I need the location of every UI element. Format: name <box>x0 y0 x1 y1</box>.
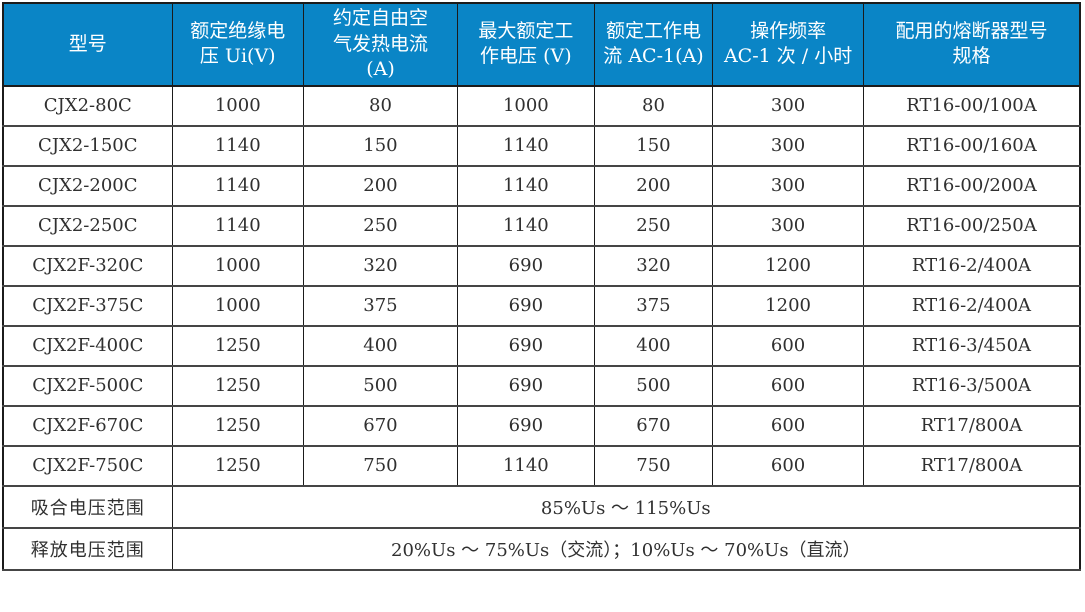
value-cell: 1140 <box>171 124 304 167</box>
value-cell: 1250 <box>171 324 304 367</box>
table-row: CJX2F-320C 1000 320 690 320 1200 RT16-2/… <box>2 244 1081 287</box>
value-cell: 1140 <box>456 124 595 167</box>
footer-label-cell: 吸合电压范围 <box>2 484 173 529</box>
model-cell: CJX2-200C <box>2 164 173 207</box>
value-cell: 1200 <box>712 244 864 287</box>
model-cell: CJX2F-375C <box>2 284 173 327</box>
table-row: CJX2F-375C 1000 375 690 375 1200 RT16-2/… <box>2 284 1081 327</box>
value-cell: 690 <box>456 364 595 407</box>
value-cell: 300 <box>712 164 864 207</box>
value-cell: 600 <box>712 404 864 447</box>
footer-label-cell: 释放电压范围 <box>2 526 173 571</box>
header-cell-max-voltage: 最大额定工 作电压 (V) <box>456 3 595 87</box>
value-cell: 690 <box>456 244 595 287</box>
table-row: CJX2-250C 1140 250 1140 250 300 RT16-00/… <box>2 204 1081 247</box>
value-cell: 1000 <box>171 84 304 127</box>
value-cell: 1140 <box>171 164 304 207</box>
value-cell: 1140 <box>456 444 595 487</box>
value-cell: 690 <box>456 284 595 327</box>
header-row: 型号 额定绝缘电 压 Ui(V) 约定自由空 气发热电流 (A) 最大额定工 作… <box>2 3 1081 87</box>
spec-table-header: 型号 额定绝缘电 压 Ui(V) 约定自由空 气发热电流 (A) 最大额定工 作… <box>2 3 1081 87</box>
value-cell: 250 <box>593 204 714 247</box>
footer-row-release-voltage: 释放电压范围 20%Us ～ 75%Us（交流）；10%Us ～ 70%Us（直… <box>2 526 1081 571</box>
value-cell: 200 <box>593 164 714 207</box>
table-row: CJX2-150C 1140 150 1140 150 300 RT16-00/… <box>2 124 1081 167</box>
value-cell: RT16-3/450A <box>862 324 1081 367</box>
value-cell: RT16-00/250A <box>862 204 1081 247</box>
value-cell: RT17/800A <box>862 404 1081 447</box>
value-cell: 320 <box>593 244 714 287</box>
table-row: CJX2F-670C 1250 670 690 670 600 RT17/800… <box>2 404 1081 447</box>
value-cell: 500 <box>302 364 458 407</box>
model-cell: CJX2F-500C <box>2 364 173 407</box>
value-cell: 600 <box>712 444 864 487</box>
value-cell: 1140 <box>171 204 304 247</box>
header-cell-model: 型号 <box>2 3 173 87</box>
value-cell: 500 <box>593 364 714 407</box>
spec-table-body: CJX2-80C 1000 80 1000 80 300 RT16-00/100… <box>2 84 1081 487</box>
value-cell: 690 <box>456 404 595 447</box>
table-row: CJX2F-400C 1250 400 690 400 600 RT16-3/4… <box>2 324 1081 367</box>
value-cell: RT16-00/100A <box>862 84 1081 127</box>
value-cell: 375 <box>593 284 714 327</box>
value-cell: 1140 <box>456 204 595 247</box>
value-cell: 200 <box>302 164 458 207</box>
value-cell: 1000 <box>171 284 304 327</box>
value-cell: 300 <box>712 124 864 167</box>
table-row: CJX2-80C 1000 80 1000 80 300 RT16-00/100… <box>2 84 1081 127</box>
value-cell: 750 <box>302 444 458 487</box>
model-cell: CJX2-250C <box>2 204 173 247</box>
footer-row-pickup-voltage: 吸合电压范围 85%Us ～ 115%Us <box>2 484 1081 529</box>
value-cell: RT16-00/160A <box>862 124 1081 167</box>
value-cell: 1250 <box>171 364 304 407</box>
footer-value-cell: 85%Us ～ 115%Us <box>171 484 1081 529</box>
value-cell: 400 <box>302 324 458 367</box>
value-cell: 1000 <box>456 84 595 127</box>
value-cell: 600 <box>712 324 864 367</box>
value-cell: 670 <box>302 404 458 447</box>
value-cell: 150 <box>302 124 458 167</box>
value-cell: 150 <box>593 124 714 167</box>
spec-table-footer: 吸合电压范围 85%Us ～ 115%Us 释放电压范围 20%Us ～ 75%… <box>2 484 1081 571</box>
header-cell-thermal-current: 约定自由空 气发热电流 (A) <box>302 3 458 87</box>
model-cell: CJX2F-750C <box>2 444 173 487</box>
value-cell: 80 <box>302 84 458 127</box>
value-cell: 250 <box>302 204 458 247</box>
value-cell: RT16-2/400A <box>862 284 1081 327</box>
value-cell: RT17/800A <box>862 444 1081 487</box>
value-cell: RT16-00/200A <box>862 164 1081 207</box>
table-row: CJX2F-750C 1250 750 1140 750 600 RT17/80… <box>2 444 1081 487</box>
value-cell: 375 <box>302 284 458 327</box>
value-cell: 600 <box>712 364 864 407</box>
model-cell: CJX2-80C <box>2 84 173 127</box>
value-cell: 300 <box>712 84 864 127</box>
header-cell-rated-current: 额定工作电 流 AC-1(A) <box>593 3 714 87</box>
value-cell: 1140 <box>456 164 595 207</box>
model-cell: CJX2-150C <box>2 124 173 167</box>
header-cell-insulation-voltage: 额定绝缘电 压 Ui(V) <box>171 3 304 87</box>
value-cell: 80 <box>593 84 714 127</box>
value-cell: RT16-2/400A <box>862 244 1081 287</box>
value-cell: 690 <box>456 324 595 367</box>
value-cell: 400 <box>593 324 714 367</box>
value-cell: 1250 <box>171 444 304 487</box>
spec-table: 型号 额定绝缘电 压 Ui(V) 约定自由空 气发热电流 (A) 最大额定工 作… <box>2 2 1081 571</box>
value-cell: 1000 <box>171 244 304 287</box>
model-cell: CJX2F-670C <box>2 404 173 447</box>
value-cell: 670 <box>593 404 714 447</box>
model-cell: CJX2F-400C <box>2 324 173 367</box>
table-row: CJX2F-500C 1250 500 690 500 600 RT16-3/5… <box>2 364 1081 407</box>
value-cell: 750 <box>593 444 714 487</box>
value-cell: 300 <box>712 204 864 247</box>
value-cell: 1200 <box>712 284 864 327</box>
header-cell-op-frequency: 操作频率 AC-1 次 / 小时 <box>712 3 864 87</box>
table-row: CJX2-200C 1140 200 1140 200 300 RT16-00/… <box>2 164 1081 207</box>
footer-value-cell: 20%Us ～ 75%Us（交流）；10%Us ～ 70%Us（直流） <box>171 526 1081 571</box>
header-cell-fuse-spec: 配用的熔断器型号 规格 <box>862 3 1081 87</box>
model-cell: CJX2F-320C <box>2 244 173 287</box>
value-cell: 320 <box>302 244 458 287</box>
value-cell: RT16-3/500A <box>862 364 1081 407</box>
value-cell: 1250 <box>171 404 304 447</box>
